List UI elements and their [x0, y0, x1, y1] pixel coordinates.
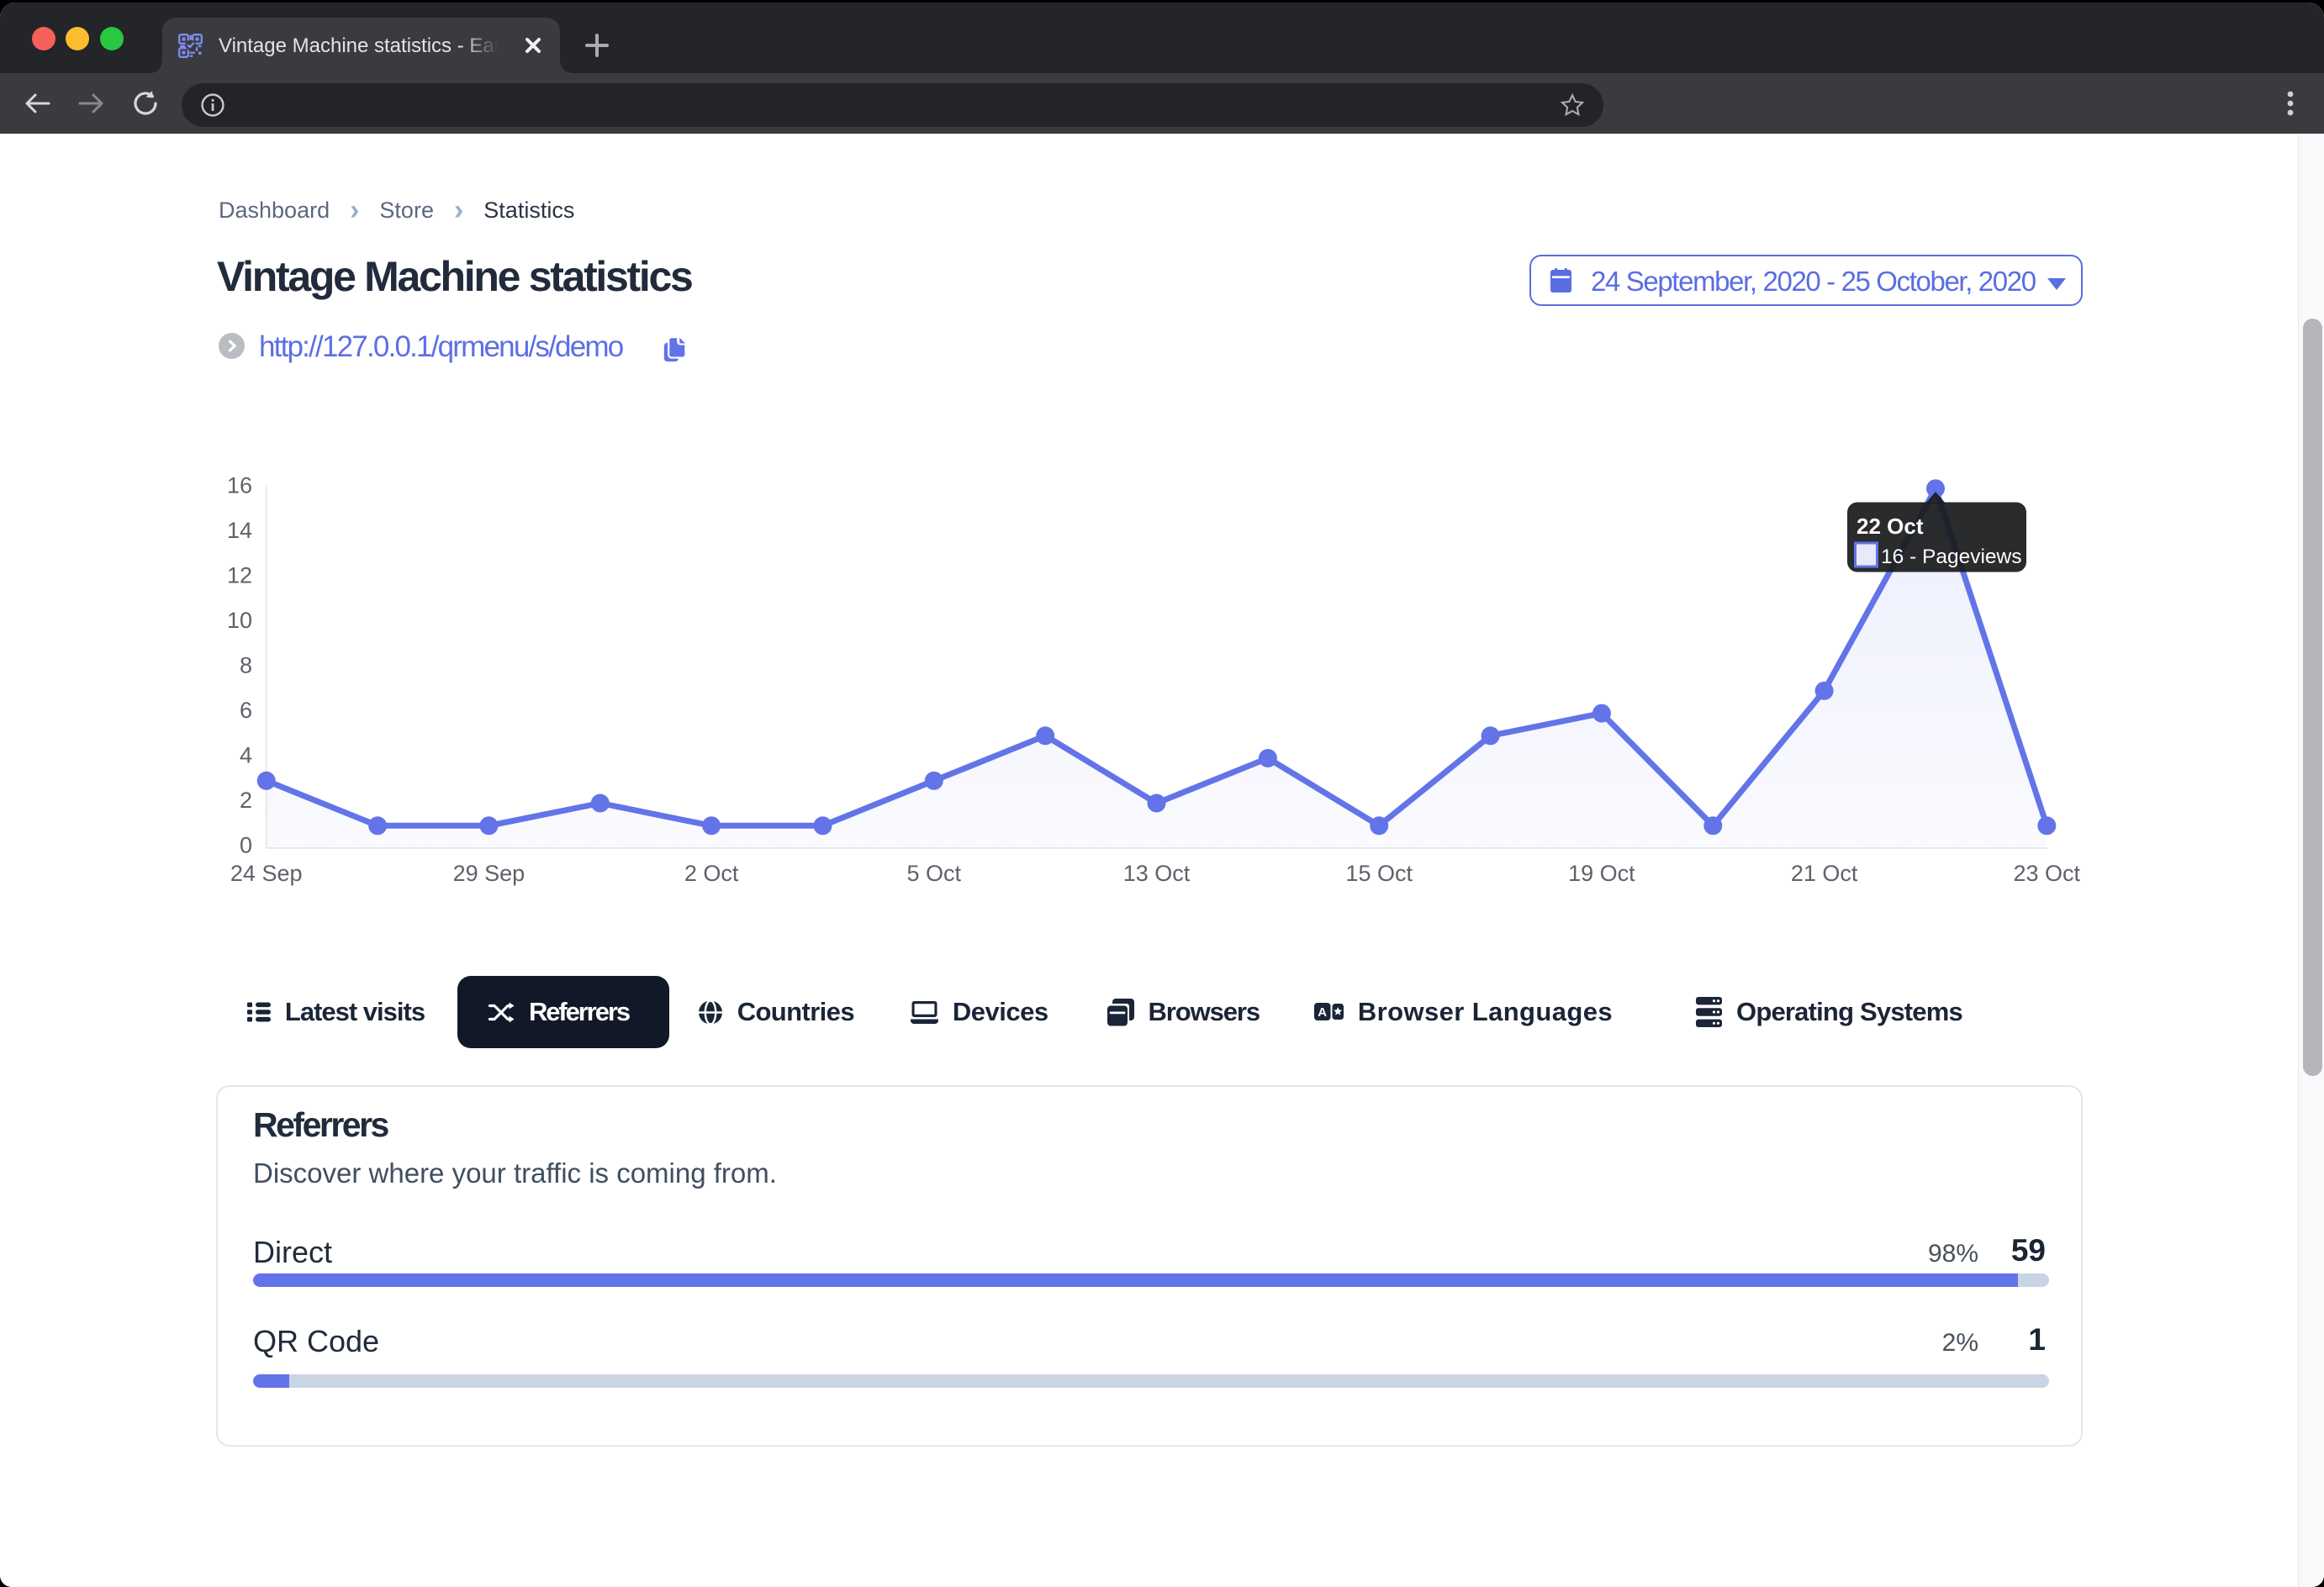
svg-text:4: 4 [240, 743, 252, 768]
svg-text:16 - Pageviews: 16 - Pageviews [1881, 546, 2022, 568]
svg-text:13 Oct: 13 Oct [1123, 861, 1191, 886]
svg-text:2: 2 [240, 788, 252, 813]
svg-text:6: 6 [240, 698, 252, 723]
svg-text:16: 16 [227, 473, 252, 498]
svg-text:29 Sep: 29 Sep [453, 861, 526, 886]
svg-text:10: 10 [227, 608, 252, 633]
svg-text:12: 12 [227, 563, 252, 588]
svg-text:24 Sep: 24 Sep [230, 861, 303, 886]
svg-text:8: 8 [240, 653, 252, 678]
svg-text:19 Oct: 19 Oct [1568, 861, 1635, 886]
svg-text:5 Oct: 5 Oct [907, 861, 962, 886]
svg-text:21 Oct: 21 Oct [1791, 861, 1858, 886]
svg-text:22 Oct: 22 Oct [1857, 514, 1924, 539]
svg-text:15 Oct: 15 Oct [1345, 861, 1413, 886]
svg-text:23 Oct: 23 Oct [2014, 861, 2081, 886]
svg-text:14: 14 [227, 518, 252, 543]
svg-text:0: 0 [240, 833, 252, 858]
svg-text:A: A [1318, 1005, 1327, 1020]
svg-text:2 Oct: 2 Oct [684, 861, 739, 886]
